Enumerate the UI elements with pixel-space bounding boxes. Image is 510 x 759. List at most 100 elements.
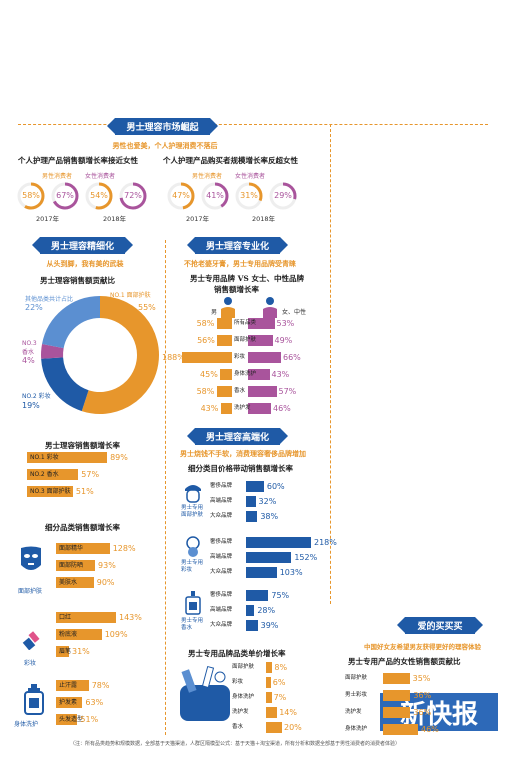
s2-sub-2-2-value: 51%: [80, 715, 99, 724]
s2-sub-0-2-label: 美肤水: [59, 579, 78, 586]
s3-female-1-value: 49%: [274, 336, 293, 345]
s3-female-2-value: 66%: [283, 353, 301, 362]
s1-right-year2: 2018年: [252, 215, 276, 223]
s1-right-1-ring: [201, 182, 229, 210]
s3-cat-5-label: 洗护发: [234, 405, 251, 411]
s1-left-title: 个人护理产品销售额增长率接近女性: [18, 156, 138, 165]
s1-right-2-ring: [235, 182, 263, 210]
s1-right-2-arc: [235, 182, 263, 210]
s4-price-2-label: 身体洗护: [232, 694, 255, 700]
s4-0-0-bar: [246, 481, 264, 492]
s2-no3-value: 4%: [22, 356, 35, 365]
s2-donut-title: 男士理容销售额贡献比: [40, 276, 115, 285]
s4-price-0-bar: [266, 662, 273, 673]
s3-cat-0-label: 所有品类: [234, 320, 257, 326]
s4-0-1-bar: [246, 496, 256, 507]
s4-0-2-bar: [246, 511, 258, 522]
dashed-path-top: [18, 124, 488, 125]
s4-0-1-label: 高端品牌: [210, 498, 233, 504]
s4-title: 细分类目价格带动销售额增长率: [188, 464, 293, 473]
s2-sub-1-2-label: 眉笔: [59, 648, 72, 655]
s4-1-2-label: 大众品牌: [210, 569, 233, 575]
compact-powder-icon: [186, 536, 200, 557]
s4-perfume-label: 男士专用 香水: [181, 618, 204, 631]
s5-2-label: 洗护发: [345, 709, 362, 715]
s4-2-2-value: 39%: [260, 621, 279, 630]
s4-2-1-value: 28%: [257, 606, 276, 615]
section4-banner: 男士理容高端化: [187, 428, 288, 445]
s2-sub-2-2-label: 头发造型: [59, 716, 84, 723]
s3-female-3-value: 43%: [271, 370, 290, 379]
s2-growth-0-label: NO.1 彩妆: [30, 454, 59, 461]
section5-banner: 爱的买买买: [397, 617, 483, 634]
s4-2-1-label: 高端品牌: [210, 607, 233, 613]
section3-banner: 男士理容专业化: [187, 237, 288, 254]
s2-sub-2-0-label: 止汗露: [59, 682, 78, 689]
s4-price-3-label: 洗护发: [232, 709, 249, 715]
s4-price-1-value: 6%: [272, 678, 286, 687]
s4-0-2-label: 大众品牌: [210, 513, 233, 519]
s5-0-label: 面部护肤: [345, 675, 368, 681]
s2-makeup-label: 彩妆: [24, 660, 37, 667]
s2-growth-0-bar: [27, 452, 108, 463]
s5-3-value: 46%: [421, 725, 439, 734]
s2-donut-slice-3: [42, 296, 101, 349]
s3-female-label: 女、中性: [282, 309, 307, 316]
s2-growth-0-value: 89%: [110, 453, 128, 462]
s3-male-4-bar: [216, 386, 232, 397]
s4-2-2-label: 大众品牌: [210, 622, 233, 628]
s3-male-label: 男: [211, 309, 218, 316]
s2-growth-2-value: 51%: [75, 487, 94, 496]
face-mask-icon: [21, 546, 41, 570]
s1-right-3-ring: [269, 182, 297, 210]
s5-0-value: 35%: [412, 674, 431, 683]
s2-sub-0-1-bar: [56, 560, 96, 571]
section2-banner: 男士理容精细化: [32, 237, 133, 254]
perfume-bottle-icon: [185, 591, 201, 615]
s2-sub-1-2-bar: [56, 646, 69, 657]
s4-1-1-bar: [246, 552, 292, 563]
s2-sub-1-0-value: 143%: [119, 613, 142, 622]
s2-growth-1-label: NO.2 香水: [30, 471, 59, 478]
s2-sub-2-0-bar: [56, 680, 89, 691]
s1-left-legend-male: 男性消费者: [42, 173, 73, 180]
s3-female-0-bar: [248, 318, 275, 329]
s3-male-0-bar: [216, 318, 232, 329]
s2-sub-0-1-value: 93%: [98, 561, 116, 570]
s4-price-3-value: 14%: [279, 708, 297, 717]
s2-growth-2-label: NO.3 面部护肤: [30, 488, 71, 495]
section1-subtitle: 男性也爱美，个人护理消费不落后: [112, 142, 218, 150]
s2-sub-1-0-label: 口红: [59, 614, 72, 621]
s2-body-label: 身体洗护: [14, 721, 39, 728]
s4-0-1-value: 32%: [258, 497, 277, 506]
s1-right-0-value: 47%: [172, 191, 190, 200]
s2-donut-slice-0: [81, 296, 159, 414]
s4-1-0-value: 218%: [314, 538, 337, 547]
s2-sub-1-1-value: 109%: [104, 630, 128, 639]
lotion-bottle-icon: [24, 684, 44, 715]
male-person-icon: [221, 297, 235, 318]
s1-left-legend-female: 女性消费者: [85, 173, 116, 180]
s3-male-5-bar: [220, 403, 232, 414]
s5-title: 男士专用产品的女性销售额贡献比: [348, 657, 461, 666]
s2-no2-value: 19%: [22, 401, 40, 410]
s2-sub-0-0-value: 128%: [112, 544, 136, 553]
s4-1-1-label: 高端品牌: [210, 554, 233, 560]
s3-male-1-value: 56%: [197, 336, 215, 345]
s4-0-0-label: 奢侈品牌: [210, 483, 233, 489]
s1-left-0-arc: [17, 182, 45, 210]
s5-1-bar: [383, 690, 411, 701]
s4-2-2-bar: [246, 620, 258, 631]
s3-female-0-value: 53%: [276, 319, 295, 328]
s2-donut-chart: [41, 296, 159, 414]
s1-left-3-arc: [119, 182, 147, 210]
s1-left-1-value: 67%: [56, 191, 74, 200]
s2-sub-1-1-label: 粉底液: [59, 631, 78, 638]
s3-female-5-bar: [248, 403, 271, 414]
s1-right-1-value: 41%: [206, 191, 224, 200]
s3-male-3-value: 45%: [200, 370, 218, 379]
s5-2-bar: [383, 707, 411, 718]
lipstick-icon: [22, 631, 40, 650]
s2-sub-0-2-value: 90%: [96, 578, 115, 587]
section4-subtitle: 男士烧钱不手软，消费理容奢侈品牌增加: [180, 450, 306, 458]
